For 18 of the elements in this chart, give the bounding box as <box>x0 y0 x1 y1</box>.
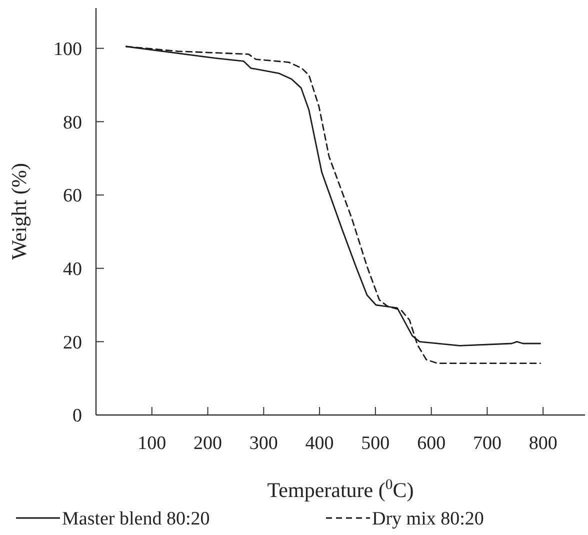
legend-label: Dry mix 80:20 <box>372 508 484 530</box>
x-tick-label: 700 <box>472 433 502 454</box>
y-tick-label: 60 <box>63 186 82 207</box>
x-tick-label: 400 <box>305 433 334 454</box>
y-tick-label: 0 <box>72 406 82 427</box>
x-axis-title: Temperature ($^{0}$C) <box>267 477 414 502</box>
y-tick-label: 100 <box>54 38 82 60</box>
x-tick-label: 200 <box>194 433 222 454</box>
x-tick-label: 600 <box>417 433 446 454</box>
x-tick-label: 100 <box>138 433 166 454</box>
x-tick-label: 800 <box>528 433 558 454</box>
y-tick-label: 20 <box>63 332 82 354</box>
y-tick-label: 40 <box>63 258 82 280</box>
y-tick-label: 80 <box>63 112 82 134</box>
legend-label: Master blend 80:20 <box>62 508 210 530</box>
x-tick-label: 500 <box>361 433 390 454</box>
x-tick-label: 300 <box>249 433 278 454</box>
y-axis-title: Weight (%) <box>7 163 31 260</box>
